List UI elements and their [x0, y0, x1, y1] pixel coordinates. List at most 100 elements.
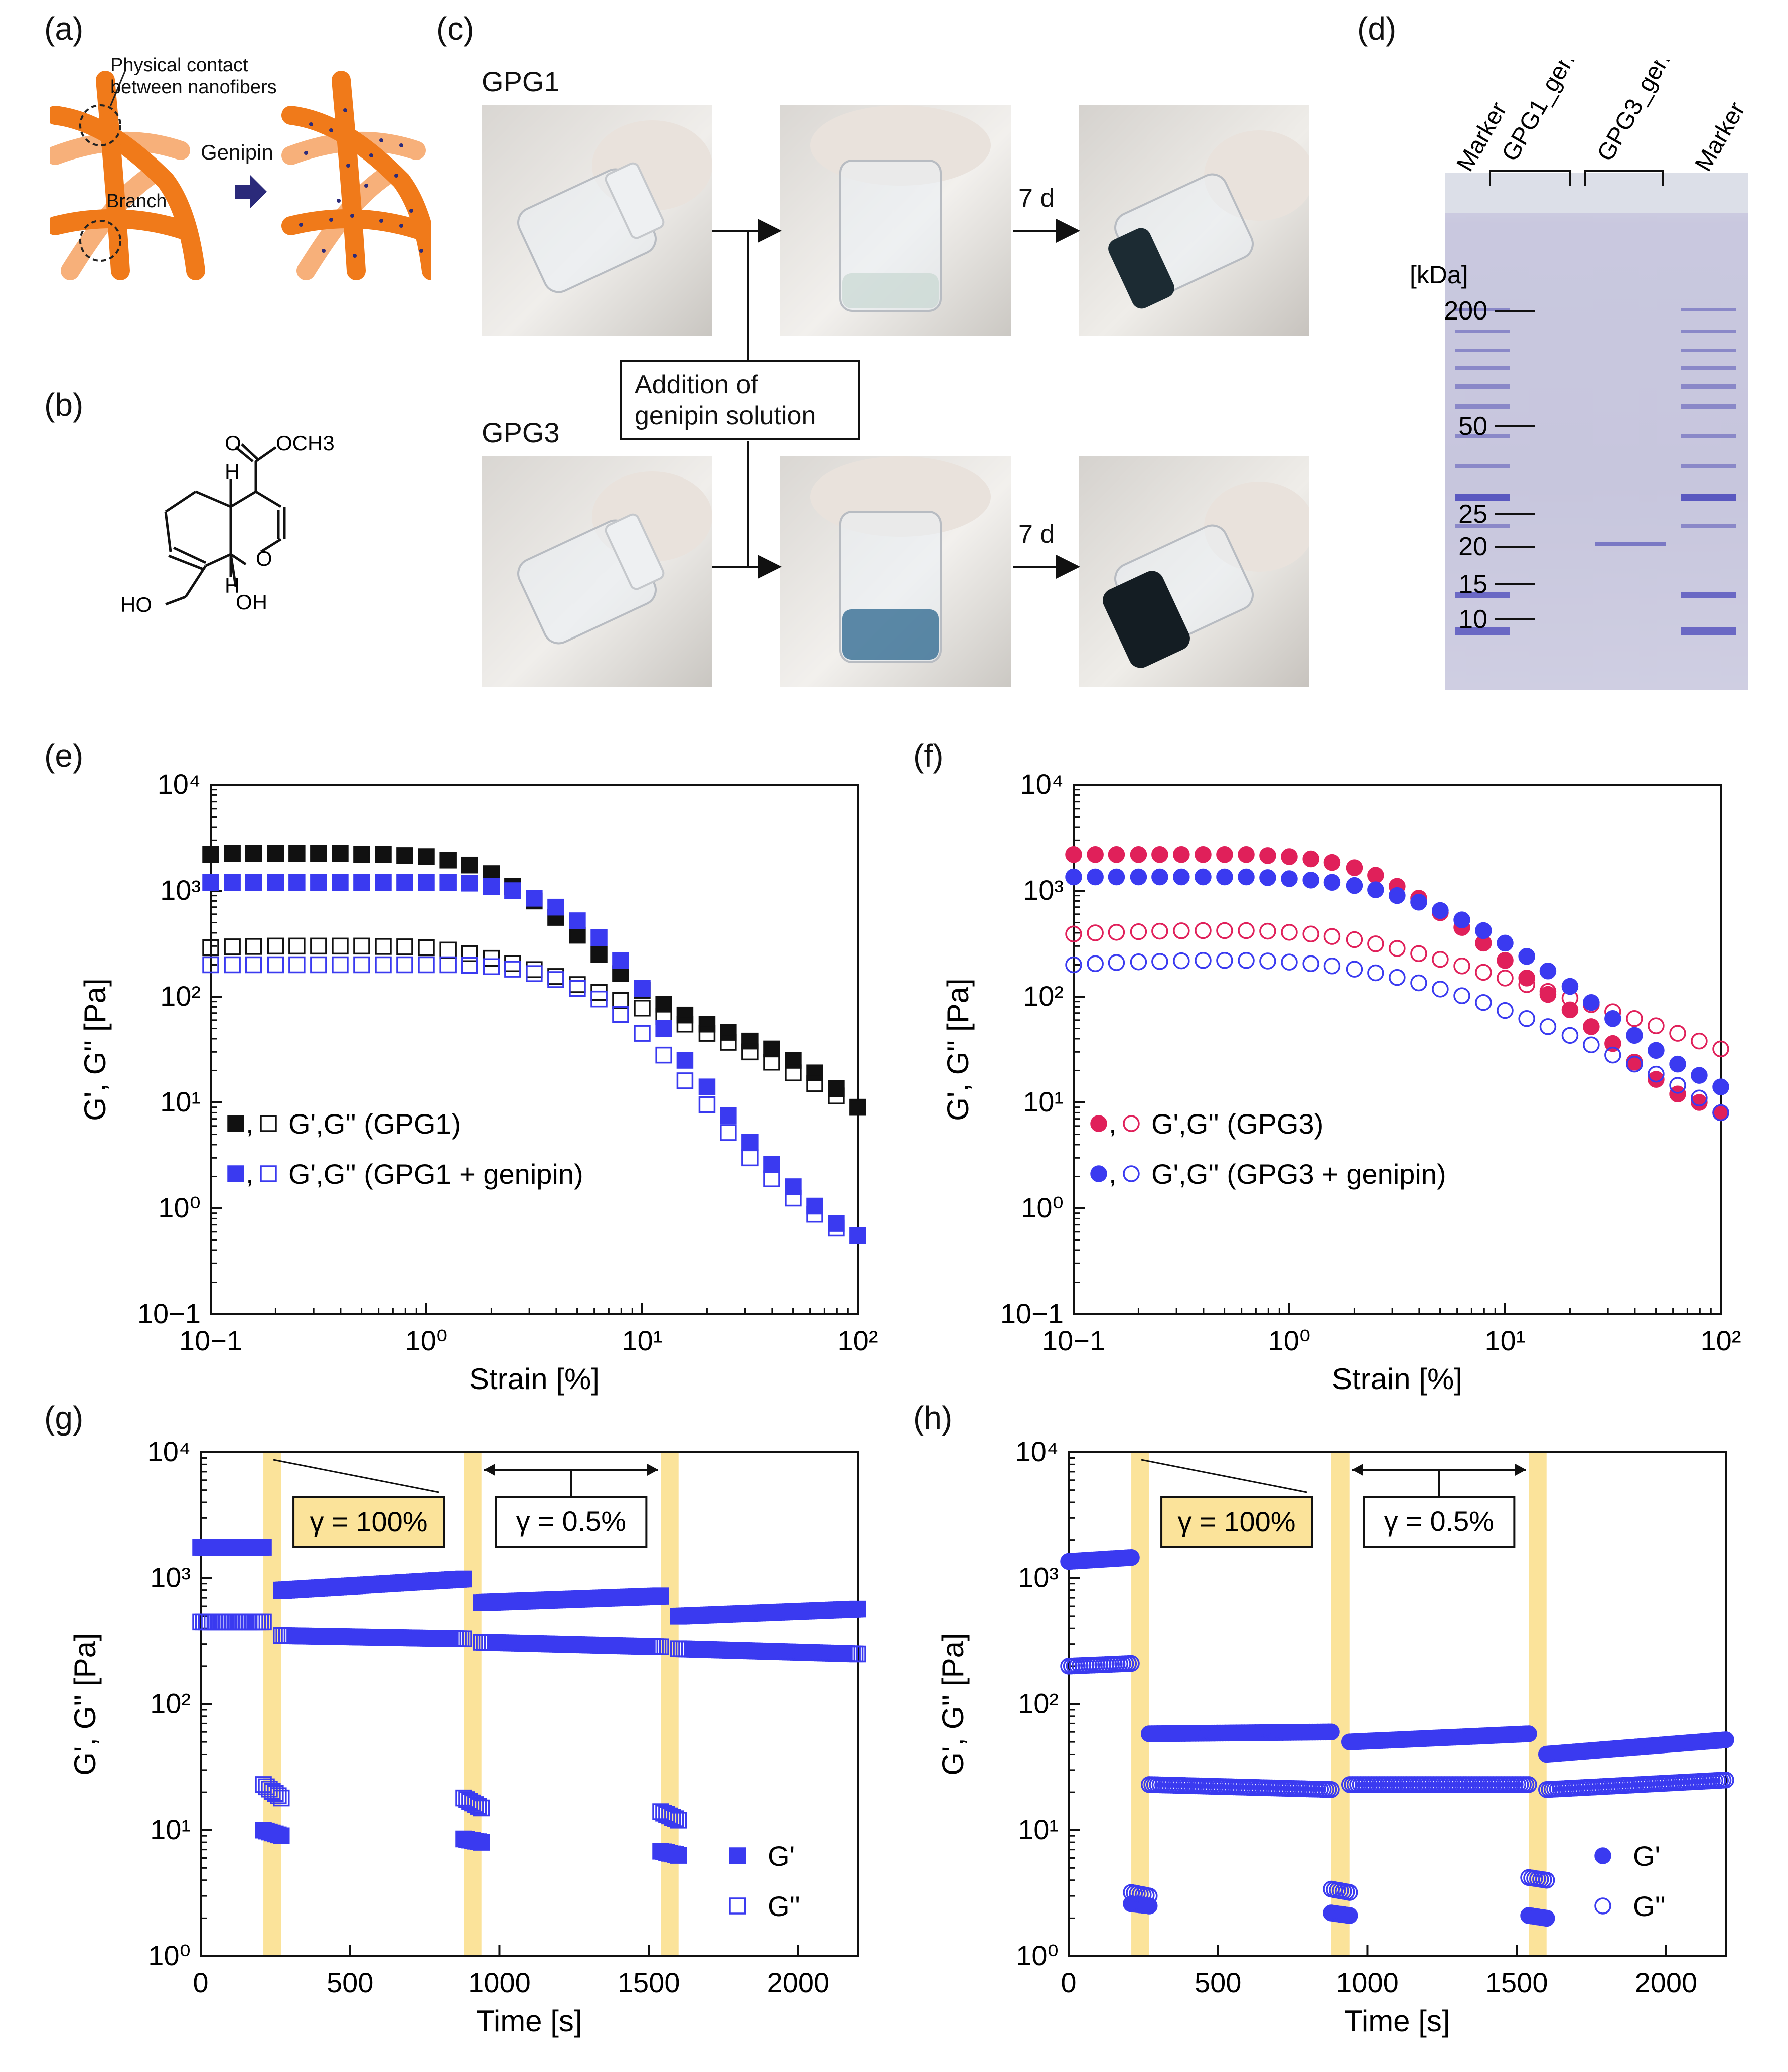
legend-label: G'	[768, 1840, 795, 1872]
point-g-gpg3-genipin-	[1691, 1089, 1708, 1107]
point-g-gpg1-genipin-	[590, 929, 608, 946]
atom-carbonyl-o: O	[225, 431, 241, 455]
high-strain-window	[263, 1452, 281, 1956]
sds-page-gel	[1445, 173, 1748, 690]
point-g-gpg3-genipin-	[1302, 955, 1319, 972]
panel-c-connectors	[712, 219, 1080, 579]
point-g-gpg3-	[1669, 1085, 1686, 1103]
y-tick-label: 10¹	[160, 1086, 201, 1118]
point-g-gpg1-	[245, 845, 262, 862]
legend-marker-filled	[227, 1115, 244, 1132]
point-g-gpg3-	[1604, 1035, 1621, 1052]
point-g-gpg3-	[1497, 970, 1514, 987]
y-tick-label: 10²	[150, 1688, 191, 1719]
point-g-gpg1-	[461, 945, 478, 962]
marker-lane-right	[1681, 308, 1736, 635]
legend-marker-open	[1123, 1165, 1140, 1182]
x-tick-label: 1500	[1485, 1967, 1548, 1998]
point-g-gpg1-genipin-	[353, 874, 370, 891]
point-g-gpg3-genipin-	[1173, 868, 1190, 886]
point-g-gpg1-genipin-	[590, 990, 608, 1008]
point-g-gpg1-	[310, 845, 327, 862]
point-g-gpg1-genipin-	[439, 956, 457, 974]
point-g-gpg3-genipin-	[1065, 868, 1082, 886]
panel-label-c: (c)	[436, 11, 474, 47]
photo-gpg3-before	[482, 456, 712, 687]
point-g-gpg3-	[1195, 846, 1212, 863]
y-axis-label: G', G'' [Pa]	[68, 1633, 102, 1775]
point-g-gpg1-genipin-	[741, 1149, 759, 1167]
point-g-	[1717, 1772, 1734, 1789]
contact-circle	[79, 104, 121, 146]
point-g-gpg3-	[1259, 922, 1276, 940]
x-tick-label: 10¹	[1485, 1325, 1526, 1356]
point-g-gpg1-	[224, 938, 241, 955]
point-g-gpg1-genipin-	[202, 874, 219, 891]
point-g-gpg1-	[288, 845, 306, 862]
point-g-gpg1-	[612, 992, 629, 1009]
branch-circle	[79, 220, 121, 262]
point-g-gpg3-genipin-	[1539, 1018, 1557, 1035]
panel-label-d: (d)	[1357, 11, 1397, 47]
point-g-	[1323, 1723, 1340, 1740]
point-g-gpg3-	[1561, 1001, 1579, 1019]
point-g-gpg3-genipin-	[1108, 954, 1125, 971]
point-g-gpg1-genipin-	[655, 1046, 672, 1064]
panel-label-g: (g)	[44, 1400, 84, 1436]
point-g-gpg3-	[1346, 931, 1363, 948]
legend-label: G',G'' (GPG1 + genipin)	[288, 1158, 583, 1190]
point-g-gpg1-genipin-	[698, 1096, 716, 1113]
addition-box-line-2: genipin solution	[635, 401, 816, 430]
point-g-	[1340, 1884, 1358, 1901]
point-g-gpg1-genipin-	[720, 1124, 737, 1141]
legend-marker	[729, 1897, 746, 1915]
point-g-gpg3-	[1065, 925, 1082, 943]
point-g-gpg1-	[526, 961, 543, 978]
point-g-	[1520, 1725, 1537, 1742]
legend-marker	[1594, 1847, 1611, 1864]
point-g-gpg1-genipin-	[461, 957, 478, 974]
genipin-arrow	[235, 175, 267, 209]
point-g-gpg3-	[1151, 922, 1168, 940]
panel-label-a: (a)	[44, 11, 84, 47]
point-g-gpg3-genipin-	[1302, 872, 1319, 889]
point-g-gpg3-genipin-	[1195, 951, 1212, 969]
annotation-low-label: γ = 0.5%	[516, 1505, 626, 1537]
point-g-gpg3-genipin-	[1281, 870, 1298, 887]
mw-200: 200	[1444, 296, 1487, 326]
point-g-gpg1-genipin-	[332, 874, 349, 891]
contact-leader	[109, 70, 126, 107]
point-g-gpg1-	[267, 845, 284, 862]
atom-h-top: H	[225, 460, 240, 484]
callout-contact-line-1: Physical contact	[110, 55, 248, 76]
legend-label: G''	[1633, 1890, 1666, 1922]
point-g-	[1717, 1731, 1734, 1748]
point-g-gpg1-	[698, 1025, 716, 1042]
gpg3-genipin-band	[1595, 542, 1666, 546]
point-g-	[267, 1785, 284, 1802]
point-g-gpg1-	[396, 938, 413, 955]
x-tick-label: 2000	[767, 1967, 830, 1998]
point-g-gpg1-genipin-	[267, 874, 284, 891]
panel-label-e: (e)	[44, 738, 84, 774]
point-g-gpg3-genipin-	[1410, 974, 1427, 992]
row2-title: GPG3	[482, 417, 560, 448]
x-axis-label: Strain [%]	[469, 1362, 600, 1396]
point-g-gpg3-	[1323, 928, 1341, 945]
point-g-gpg3-genipin-	[1475, 922, 1492, 939]
point-g-gpg1-	[720, 1024, 737, 1041]
point-g-gpg1-genipin-	[483, 958, 500, 975]
point-g-gpg1-	[224, 845, 241, 862]
y-tick-label: 10⁰	[1016, 1940, 1059, 1971]
point-g-gpg1-genipin-	[396, 956, 413, 974]
atom-hydroxyl-right: OH	[236, 590, 267, 614]
x-tick-label: 2000	[1635, 1967, 1698, 1998]
point-g-	[670, 1812, 687, 1829]
point-g-gpg3-genipin-	[1346, 877, 1363, 894]
point-g-gpg3-	[1453, 958, 1470, 975]
point-g-gpg1-genipin-	[720, 1107, 737, 1125]
point-g-gpg3-genipin-	[1669, 1055, 1686, 1073]
point-g-gpg1-	[418, 848, 435, 865]
point-g-gpg1-	[634, 1000, 651, 1017]
